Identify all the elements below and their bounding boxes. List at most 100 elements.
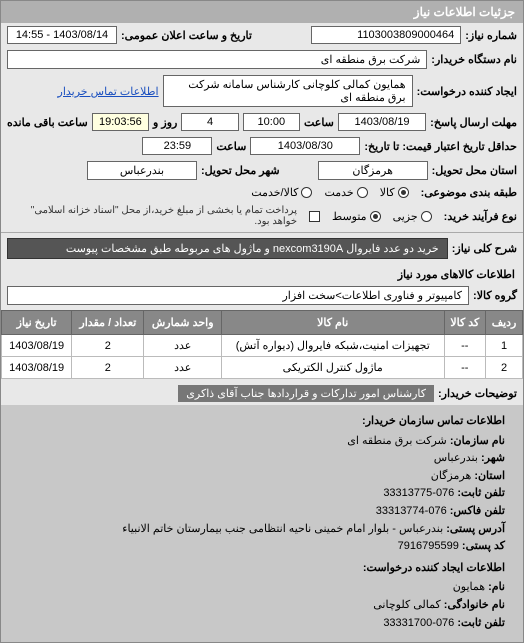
table-cell: 1403/08/19	[2, 335, 72, 357]
table-cell: تجهیزات امنیت،شبکه فایروال (دیواره آتش)	[221, 335, 444, 357]
days-label: روز و	[153, 116, 177, 129]
row-need-number: شماره نیاز: 1103003809000464 تاریخ و ساع…	[1, 23, 523, 47]
price-time: 23:59	[142, 137, 212, 155]
table-cell: 2	[486, 357, 523, 379]
treasury-checkbox[interactable]	[309, 211, 320, 222]
radio-medium[interactable]: متوسط	[332, 210, 381, 223]
purchase-type-label: نوع فرآیند خرید:	[444, 210, 517, 223]
table-cell: --	[444, 357, 486, 379]
contact-city-label: شهر:	[481, 452, 505, 464]
table-header: تاریخ نیاز	[2, 311, 72, 335]
checkbox-icon	[309, 211, 320, 222]
radio-goods-service[interactable]: کالا/خدمت	[251, 186, 312, 199]
need-number: 1103003809000464	[311, 26, 461, 44]
remaining-label: ساعت باقی مانده	[7, 116, 88, 129]
radio-goods[interactable]: کالا	[380, 186, 409, 199]
city: بندرعباس	[87, 161, 197, 180]
time-label-2: ساعت	[216, 140, 246, 153]
radio-icon	[421, 211, 432, 222]
row-goods-group: گروه کالا: کامپیوتر و فناوری اطلاعات>سخت…	[1, 283, 523, 308]
contact-city: بندرعباس	[434, 452, 478, 464]
org: شرکت برق منطقه ای	[347, 435, 447, 447]
province: هرمزگان	[318, 161, 428, 180]
radio-icon	[370, 211, 381, 222]
row-buyer-note: توضیحات خریدار: کارشناس امور تدارکات و ق…	[1, 379, 523, 405]
row-subject-type: طبقه بندی موضوعی: کالا خدمت کالا/خدمت	[1, 183, 523, 202]
description-text: خرید دو عدد فایروال nexcom3190A و ماژول …	[7, 238, 448, 259]
contact-block: اطلاعات تماس سازمان خریدار: نام سازمان: …	[1, 405, 523, 642]
row-purchase-type: نوع فرآیند خرید: جزیی متوسط پرداخت تمام …	[1, 202, 523, 230]
creator-name-label: نام:	[488, 581, 505, 593]
creator-lastname: کمالی کلوچانی	[373, 599, 440, 611]
buyer-note-label: توضیحات خریدار:	[438, 387, 517, 400]
contact-phone: 076-33313775	[383, 487, 454, 499]
table-header: کد کالا	[444, 311, 486, 335]
radio-small-label: جزیی	[393, 210, 418, 223]
buyer-note-text: کارشناس امور تدارکات و قراردادها جناب آق…	[178, 385, 434, 402]
treasury-note: پرداخت تمام یا بخشی از مبلغ خرید،از محل …	[7, 205, 297, 227]
price-date: 1403/08/30	[250, 137, 360, 155]
remaining-time: 19:03:56	[92, 113, 149, 131]
contact-postal: 7916795599	[398, 540, 459, 552]
table-cell: عدد	[144, 357, 221, 379]
row-request-creator: ایجاد کننده درخواست: همایون کمالی کلوچان…	[1, 72, 523, 110]
send-time: 10:00	[243, 113, 300, 131]
table-cell: 2	[72, 357, 144, 379]
datetime-label: تاریخ و ساعت اعلان عمومی:	[121, 29, 252, 42]
table-header: واحد شمارش	[144, 311, 221, 335]
contact-province-label: استان:	[474, 470, 505, 482]
org-label: نام سازمان:	[450, 435, 505, 447]
contact-province: هرمزگان	[431, 470, 472, 482]
goods-group: کامپیوتر و فناوری اطلاعات>سخت افزار	[7, 286, 469, 305]
description-label: شرح کلی نیاز:	[452, 242, 517, 255]
radio-small[interactable]: جزیی	[393, 210, 432, 223]
contact-phone-label: تلفن ثابت:	[457, 487, 505, 499]
days: 4	[181, 113, 238, 131]
province-label: استان محل تحویل:	[432, 164, 517, 177]
subject-type-label: طبقه بندی موضوعی:	[421, 186, 517, 199]
city-label: شهر محل تحویل:	[201, 164, 280, 177]
contact-title: اطلاعات تماس سازمان خریدار:	[19, 413, 505, 431]
row-price-validity: حداقل تاریخ اعتبار قیمت: تا تاریخ: 1403/…	[1, 134, 523, 158]
row-location: استان محل تحویل: هرمزگان شهر محل تحویل: …	[1, 158, 523, 183]
request-creator: همایون کمالی کلوچانی کارشناس سامانه شرکت…	[163, 75, 413, 107]
table-header: ردیف	[486, 311, 523, 335]
table-row: 1--تجهیزات امنیت،شبکه فایروال (دیواره آت…	[2, 335, 523, 357]
goods-section-title: اطلاعات کالاهای مورد نیاز	[1, 262, 523, 283]
need-number-label: شماره نیاز:	[465, 29, 517, 42]
radio-service[interactable]: خدمت	[324, 186, 367, 199]
creator-name: همایون	[453, 581, 485, 593]
table-header: نام کالا	[221, 311, 444, 335]
buyer-org: شرکت برق منطقه ای	[7, 50, 427, 69]
table-cell: عدد	[144, 335, 221, 357]
row-send-deadline: مهلت ارسال پاسخ: 1403/08/19 ساعت 10:00 4…	[1, 110, 523, 134]
radio-icon	[398, 187, 409, 198]
time-label-1: ساعت	[304, 116, 334, 129]
contact-postal-label: کد پستی:	[462, 540, 505, 552]
table-cell: 1403/08/19	[2, 357, 72, 379]
creator-lastname-label: نام خانوادگی:	[444, 599, 505, 611]
contact-fax: 076-33313774	[376, 505, 447, 517]
table-cell: --	[444, 335, 486, 357]
contact-link[interactable]: اطلاعات تماس خریدار	[58, 85, 159, 98]
send-deadline-label: مهلت ارسال پاسخ:	[430, 116, 517, 129]
price-validity-label: حداقل تاریخ اعتبار قیمت: تا تاریخ:	[364, 140, 517, 153]
table-header: تعداد / مقدار	[72, 311, 144, 335]
radio-medium-label: متوسط	[332, 210, 367, 223]
radio-goods-label: کالا	[380, 186, 395, 199]
panel-title: جزئیات اطلاعات نیاز	[1, 1, 523, 23]
goods-table: ردیفکد کالانام کالاواحد شمارشتعداد / مقد…	[1, 310, 523, 379]
table-row: 2--ماژول کنترل الکتریکیعدد21403/08/19	[2, 357, 523, 379]
goods-group-label: گروه کالا:	[473, 289, 517, 302]
contact-fax-label: تلفن فاکس:	[450, 505, 505, 517]
buyer-org-label: نام دستگاه خریدار:	[431, 53, 517, 66]
request-creator-label: ایجاد کننده درخواست:	[417, 85, 517, 98]
table-cell: 2	[72, 335, 144, 357]
table-cell: ماژول کنترل الکتریکی	[221, 357, 444, 379]
radio-icon	[357, 187, 368, 198]
contact-address: بندرعباس - بلوار امام خمینی ناحیه انتظام…	[122, 523, 443, 535]
radio-goods-service-label: کالا/خدمت	[251, 186, 298, 199]
radio-icon	[301, 187, 312, 198]
row-description: شرح کلی نیاز: خرید دو عدد فایروال nexcom…	[1, 235, 523, 262]
datetime: 1403/08/14 - 14:55	[7, 26, 117, 44]
